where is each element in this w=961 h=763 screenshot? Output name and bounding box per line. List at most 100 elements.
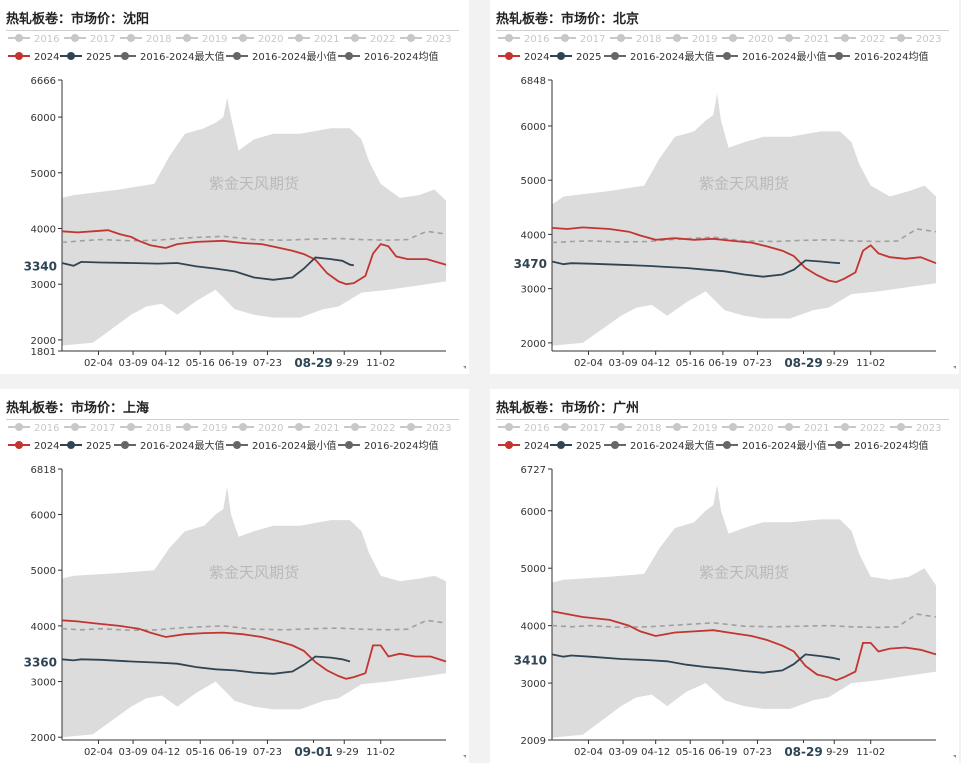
legend-item-2022[interactable]: 2022 [834,34,885,45]
legend-marker [785,423,793,431]
legend-item-avg[interactable]: 2016-2024均值 [338,50,439,63]
legend-item-2020[interactable]: 2020 [232,34,283,45]
legend-item-max[interactable]: 2016-2024最大值 [114,439,225,452]
legend-item-2017[interactable]: 2017 [64,34,115,45]
legend-item-2019[interactable]: 2019 [176,34,227,45]
legend-label: 2018 [636,423,661,434]
title-divider [6,30,459,31]
legend-item-2025[interactable]: 2025 [60,52,111,63]
legend-marker [67,441,75,449]
legend-item-2017[interactable]: 2017 [554,423,605,434]
legend-marker [121,52,129,60]
x-tick-label: 11-02 [856,747,885,758]
legend-series: 2024 2025 2016-2024最大值 2016-2024最小值 2016-202… [8,50,439,63]
legend-item-min[interactable]: 2016-2024最小值 [716,50,827,63]
legend-item-2016[interactable]: 2016 [498,34,549,45]
legend-item-min[interactable]: 2016-2024最小值 [716,439,827,452]
legend-item-max[interactable]: 2016-2024最大值 [604,50,715,63]
legend-item-2021[interactable]: 2021 [288,34,339,45]
legend-item-2017[interactable]: 2017 [554,34,605,45]
line-2025 [551,653,841,674]
legend-item-avg[interactable]: 2016-2024均值 [828,439,929,452]
legend-label: 2025 [86,52,111,63]
chart-svg: 2016 2017 2018 2019 2020 2021 2022 2023 2024 2025… [498,423,956,759]
legend-item-2016[interactable]: 2016 [8,423,59,434]
y-tick-label: 6000 [521,507,546,518]
max-min-band [552,484,936,738]
line-2025 [61,655,351,675]
legend-item-2019[interactable]: 2019 [666,423,717,434]
legend-item-avg[interactable]: 2016-2024均值 [338,439,439,452]
legend-item-2025[interactable]: 2025 [550,441,601,452]
legend-item-2024[interactable]: 2024 [498,441,549,452]
legend-label: 2016-2024均值 [364,439,439,452]
legend-marker [611,441,619,449]
x-tick-label: 05-16 [676,747,705,758]
legend-item-2024[interactable]: 2024 [8,52,59,63]
legend-label: 2021 [314,34,339,45]
avg-line [551,228,937,244]
legend-item-2021[interactable]: 2021 [778,34,829,45]
x-tick-label: 05-16 [186,358,215,369]
legend-item-2024[interactable]: 2024 [8,441,59,452]
legend-item-2017[interactable]: 2017 [64,423,115,434]
legend-label: 2021 [804,423,829,434]
legend-label: 2017 [90,34,115,45]
legend-label: 2016 [524,423,549,434]
legend-item-2016[interactable]: 2016 [8,34,59,45]
avg-line [61,230,447,244]
legend-item-2025[interactable]: 2025 [60,441,111,452]
legend-label: 2020 [748,423,773,434]
x-tick-label: 03-09 [609,358,638,369]
legend-item-2020[interactable]: 2020 [722,34,773,45]
legend-item-avg[interactable]: 2016-2024均值 [828,50,929,63]
legend-item-min[interactable]: 2016-2024最小值 [226,439,337,452]
legend-item-2018[interactable]: 2018 [120,423,171,434]
line-2024 [61,619,447,680]
legend-item-2018[interactable]: 2018 [610,34,661,45]
legend-item-2020[interactable]: 2020 [722,423,773,434]
x-tick-label: 07-23 [253,747,282,758]
y-tick-label: 4000 [31,225,56,236]
legend-marker [233,441,241,449]
legend-item-2023[interactable]: 2023 [400,34,451,45]
legend-label: 2017 [90,423,115,434]
legend-item-2018[interactable]: 2018 [610,423,661,434]
legend-item-2022[interactable]: 2022 [344,423,395,434]
legend-marker [351,34,359,42]
legend-label: 2017 [580,34,605,45]
legend-marker [15,441,23,449]
legend-item-min[interactable]: 2016-2024最小值 [226,50,337,63]
legend-label: 2016 [34,423,59,434]
y-tick-label: 5000 [521,176,546,187]
legend-item-2016[interactable]: 2016 [498,423,549,434]
legend-item-2022[interactable]: 2022 [344,34,395,45]
legend-marker [295,34,303,42]
max-min-band [62,486,446,738]
legend-item-2025[interactable]: 2025 [550,52,601,63]
legend-item-2021[interactable]: 2021 [288,423,339,434]
legend-item-2019[interactable]: 2019 [666,34,717,45]
watermark: 紫金天风期货 [209,563,299,581]
legend-item-2023[interactable]: 2023 [400,423,451,434]
chart-svg: 2016 2017 2018 2019 2020 2021 2022 2023 2024 2025… [498,34,956,370]
legend-item-2020[interactable]: 2020 [232,423,283,434]
legend-item-2022[interactable]: 2022 [834,423,885,434]
legend-label: 2016-2024最小值 [252,439,337,452]
legend-item-2018[interactable]: 2018 [120,34,171,45]
legend-label: 2016-2024最大值 [630,50,715,63]
watermark: 紫金天风期货 [699,174,789,192]
legend-item-max[interactable]: 2016-2024最大值 [604,439,715,452]
legend-marker [611,52,619,60]
chart-panel-shenyang: 热轧板卷：市场价：沈阳 2016 2017 2018 2019 2020 2021 2022… [0,0,469,374]
chart-title: 热轧板卷：市场价：上海 [6,401,150,416]
y-tick-label: 6666 [31,76,56,87]
legend-item-2019[interactable]: 2019 [176,423,227,434]
legend-marker [295,423,303,431]
legend-item-2024[interactable]: 2024 [498,52,549,63]
legend-label: 2018 [146,423,171,434]
legend-item-2023[interactable]: 2023 [890,423,941,434]
legend-item-max[interactable]: 2016-2024最大值 [114,50,225,63]
legend-item-2023[interactable]: 2023 [890,34,941,45]
legend-item-2021[interactable]: 2021 [778,423,829,434]
